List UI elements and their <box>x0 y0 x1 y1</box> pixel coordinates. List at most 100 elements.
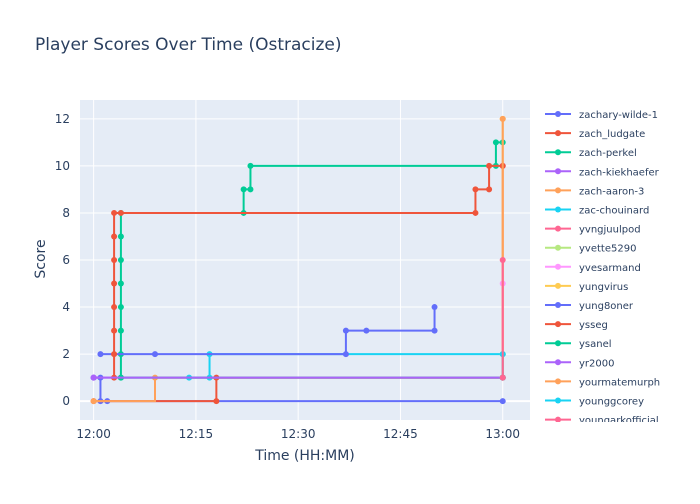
data-point <box>90 398 97 405</box>
series-youngarkofficial <box>499 257 506 381</box>
x-tick-label: 12:15 <box>179 427 214 441</box>
data-point <box>472 209 479 216</box>
legend-item: zach-kiekhaefer <box>545 167 660 178</box>
data-point <box>213 398 220 405</box>
legend-item: youngarkofficial <box>545 416 659 427</box>
x-axis: 12:00 12:15 12:30 12:45 13:00 <box>76 427 520 441</box>
data-point <box>492 139 499 146</box>
legend-label: zach-kiekhaefer <box>579 167 660 178</box>
data-point <box>111 304 118 311</box>
chart-title: Player Scores Over Time (Ostracize) <box>35 35 342 55</box>
data-point <box>152 351 158 358</box>
data-point <box>486 162 493 169</box>
legend-item: zach-perkel <box>545 148 637 159</box>
data-point <box>117 304 124 311</box>
legend-items: zachary-wilde-1 zach_ludgate zach-perkel za… <box>545 110 660 427</box>
legend-swatch-marker <box>555 244 561 251</box>
data-point <box>247 186 254 193</box>
legend-item: zac-chouinard <box>545 206 649 217</box>
data-point <box>111 209 118 216</box>
legend-label: youngarkofficial <box>579 416 659 427</box>
legend-label: younggcorey <box>579 397 644 408</box>
legend-label: zachary-wilde-1 <box>579 110 658 121</box>
legend-label: zac-chouinard <box>579 206 649 217</box>
legend-label: zach-perkel <box>579 148 637 159</box>
data-point <box>342 351 349 358</box>
series-yung8oner <box>97 304 438 358</box>
y-tick-label: 6 <box>62 253 70 267</box>
legend-swatch-marker <box>555 111 561 117</box>
y-tick-label: 2 <box>62 347 70 361</box>
x-tick-label: 12:00 <box>76 427 111 441</box>
y-tick-label: 0 <box>62 394 70 408</box>
y-tick-label: 10 <box>55 159 70 173</box>
data-point <box>499 398 506 405</box>
data-point <box>117 327 124 334</box>
legend: zachary-wilde-1 zach_ludgate zach-perkel za… <box>545 110 660 427</box>
data-point <box>363 327 370 334</box>
legend-label: yvette5290 <box>579 244 636 255</box>
data-point <box>472 186 479 193</box>
legend-label: yvngjuulpod <box>579 225 641 236</box>
legend-label: ysanel <box>579 339 612 350</box>
legend-swatch-marker <box>555 378 561 385</box>
legend-item: younggcorey <box>545 397 644 408</box>
x-axis-label: Time (HH:MM) <box>254 448 355 464</box>
legend-swatch-marker <box>555 321 561 328</box>
legend-swatch-marker <box>555 225 561 232</box>
data-point <box>342 327 349 334</box>
legend-item: yr2000 <box>545 358 614 369</box>
legend-item: yvngjuulpod <box>545 225 641 236</box>
legend-label: yourmatemurph <box>579 377 660 388</box>
data-point <box>111 327 118 334</box>
data-point <box>111 280 118 287</box>
data-point <box>499 115 506 122</box>
data-point <box>431 304 438 311</box>
legend-label: yungvirus <box>579 282 628 293</box>
data-point <box>117 280 124 287</box>
data-point <box>499 374 506 381</box>
legend-item: yvesarmand <box>545 263 641 274</box>
legend-swatch-marker <box>555 206 561 213</box>
x-tick-label: 12:30 <box>281 427 316 441</box>
data-point <box>499 257 506 263</box>
legend-swatch-marker <box>555 263 561 270</box>
data-point <box>117 257 124 263</box>
legend-label: yr2000 <box>579 358 614 369</box>
legend-item: zach_ludgate <box>545 129 645 140</box>
data-point <box>431 327 438 334</box>
legend-swatch-marker <box>555 340 561 347</box>
data-point <box>90 374 97 381</box>
legend-swatch-marker <box>555 187 561 194</box>
data-point <box>111 233 118 240</box>
y-axis-label: Score <box>33 239 49 278</box>
legend-label: yung8oner <box>579 301 634 312</box>
data-point <box>117 209 124 216</box>
legend-item: yungvirus <box>545 282 628 293</box>
x-tick-label: 13:00 <box>485 427 520 441</box>
data-point <box>111 351 118 358</box>
legend-swatch-marker <box>555 416 561 422</box>
legend-item: zachary-wilde-1 <box>545 110 658 121</box>
legend-swatch-marker <box>555 359 561 366</box>
data-point <box>247 162 254 169</box>
data-point <box>111 257 118 263</box>
legend-label: yvesarmand <box>579 263 641 274</box>
legend-label: zach_ludgate <box>579 129 645 140</box>
y-tick-label: 8 <box>62 206 70 220</box>
x-tick-label: 12:45 <box>383 427 418 441</box>
legend-item: yourmatemurph <box>545 377 660 388</box>
legend-label: zach-aaron-3 <box>579 186 644 197</box>
legend-swatch-marker <box>555 130 561 137</box>
data-point <box>97 351 104 358</box>
legend-item: yvette5290 <box>545 244 636 255</box>
data-point <box>486 186 493 193</box>
legend-item: yung8oner <box>545 301 634 312</box>
series-ysseg <box>111 162 506 381</box>
legend-swatch-marker <box>555 302 561 308</box>
series-layer <box>90 115 506 405</box>
legend-swatch-marker <box>555 168 561 175</box>
legend-item: zach-aaron-3 <box>545 186 644 197</box>
